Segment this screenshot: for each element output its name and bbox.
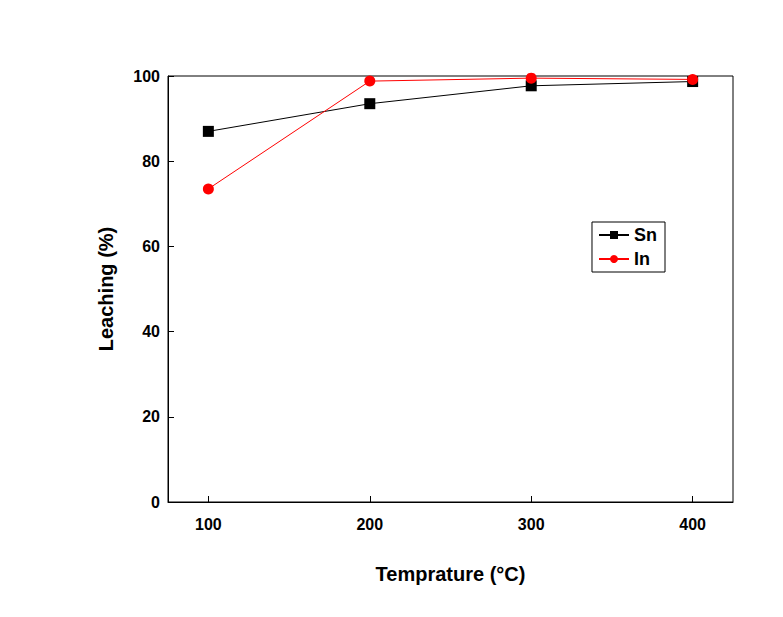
svg-text:80: 80 (142, 153, 160, 170)
svg-text:Sn: Sn (634, 225, 657, 245)
svg-text:40: 40 (142, 323, 160, 340)
svg-text:100: 100 (133, 68, 160, 85)
svg-text:200: 200 (356, 516, 383, 533)
svg-text:100: 100 (195, 516, 222, 533)
svg-text:400: 400 (679, 516, 706, 533)
svg-text:Temprature (°C): Temprature (°C) (376, 563, 526, 585)
svg-text:300: 300 (518, 516, 545, 533)
svg-text:20: 20 (142, 408, 160, 425)
svg-text:60: 60 (142, 238, 160, 255)
svg-text:0: 0 (151, 494, 160, 511)
svg-text:Leaching (%): Leaching (%) (95, 227, 117, 351)
svg-text:In: In (634, 249, 650, 269)
